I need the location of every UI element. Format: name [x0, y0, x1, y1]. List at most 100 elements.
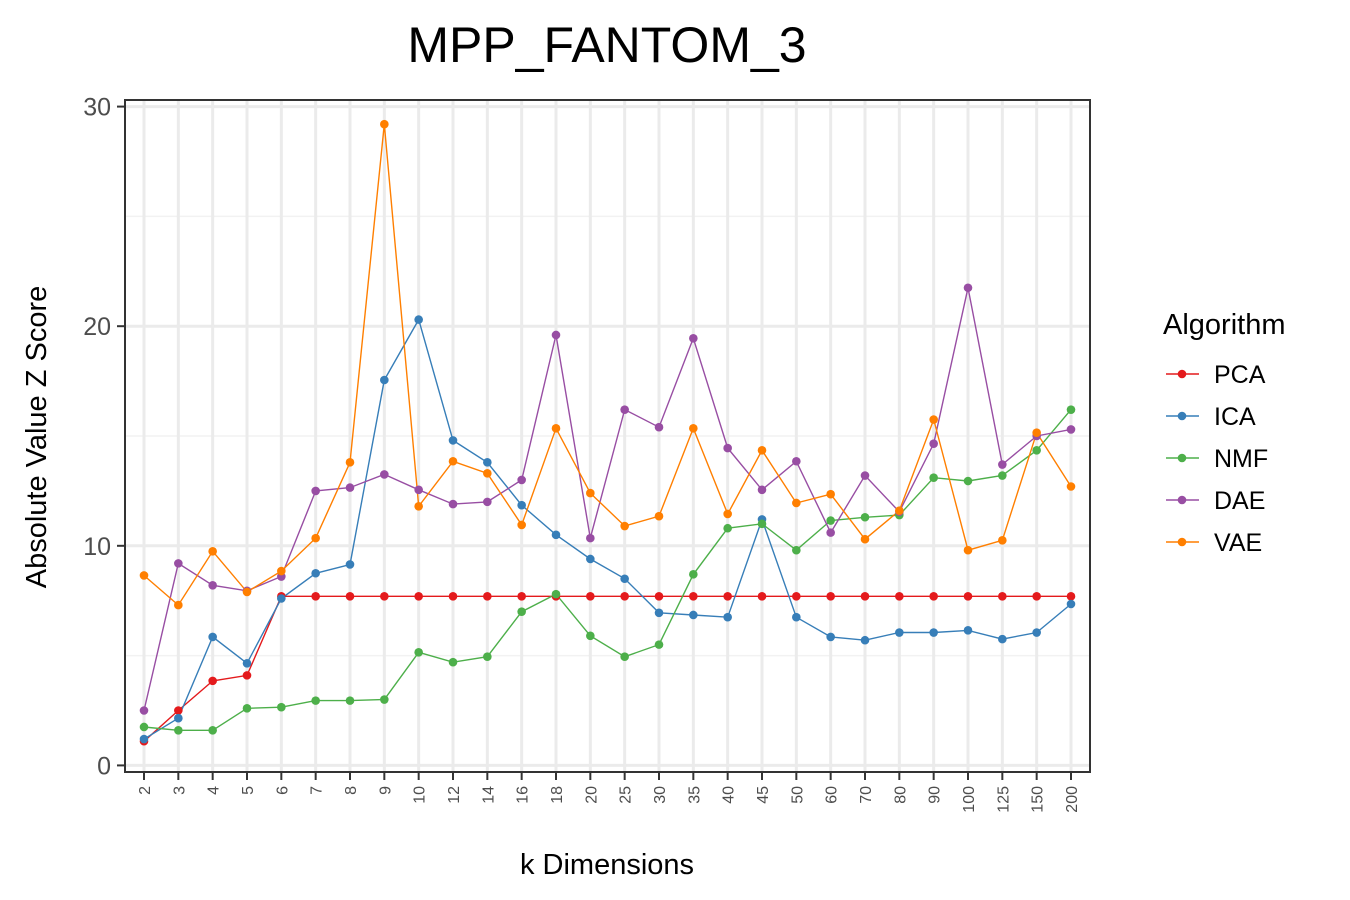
- data-point-ica: [208, 632, 217, 642]
- legend-point-nmf: [1177, 453, 1187, 463]
- data-point-nmf: [174, 725, 183, 735]
- data-point-nmf: [998, 471, 1007, 480]
- data-point-pca: [242, 671, 252, 680]
- x-tick-label: 60: [824, 786, 841, 804]
- data-point-pca: [792, 592, 801, 601]
- data-point-vae: [483, 469, 492, 478]
- data-point-ica: [586, 554, 595, 564]
- data-point-pca: [860, 592, 870, 601]
- data-point-nmf: [483, 652, 492, 662]
- data-point-ica: [826, 632, 835, 642]
- x-tick-label: 3: [171, 786, 188, 795]
- y-tick-label: 30: [83, 94, 111, 122]
- data-point-vae: [895, 506, 904, 515]
- data-point-dae: [517, 475, 526, 485]
- data-point-pca: [1066, 592, 1076, 601]
- data-point-pca: [517, 592, 526, 601]
- x-tick-label: 9: [377, 786, 394, 795]
- data-point-dae: [1066, 425, 1076, 434]
- x-tick-label: 45: [755, 786, 772, 804]
- data-point-ica: [483, 458, 492, 467]
- data-point-nmf: [448, 657, 458, 667]
- series-line-dae: [143, 287, 1072, 711]
- data-point-pca: [586, 592, 595, 601]
- data-point-pca: [208, 676, 217, 686]
- y-axis-title: Absolute Value Z Score: [21, 286, 53, 589]
- data-point-dae: [448, 499, 458, 509]
- data-point-dae: [929, 439, 938, 448]
- data-point-ica: [311, 568, 320, 578]
- x-tick-label: 12: [446, 786, 463, 804]
- y-axis: 0 10 20 30: [83, 94, 125, 780]
- legend-title: Algorithm: [1163, 309, 1286, 341]
- x-tick-label: 8: [343, 786, 360, 795]
- data-point-dae: [345, 483, 355, 492]
- data-point-vae: [277, 566, 286, 576]
- data-point-nmf: [620, 652, 629, 662]
- data-point-nmf: [586, 631, 595, 641]
- x-axis-title: k Dimensions: [520, 849, 694, 881]
- data-point-pca: [654, 592, 664, 601]
- data-point-nmf: [757, 519, 767, 529]
- data-point-vae: [1066, 482, 1076, 491]
- data-point-nmf: [242, 704, 252, 713]
- data-point-nmf: [792, 545, 801, 555]
- data-point-ica: [448, 436, 458, 445]
- data-point-dae: [380, 470, 389, 479]
- data-point-vae: [380, 119, 389, 129]
- x-tick-label: 80: [892, 786, 909, 804]
- data-point-vae: [723, 509, 732, 519]
- data-point-nmf: [1032, 445, 1041, 455]
- data-point-vae: [620, 521, 629, 531]
- legend-label-nmf: NMF: [1214, 445, 1268, 473]
- data-point-nmf: [414, 648, 423, 657]
- x-tick-label: 16: [515, 786, 532, 804]
- data-point-ica: [174, 713, 183, 723]
- y-tick-label: 10: [83, 533, 111, 561]
- x-tick-label: 2: [137, 786, 154, 795]
- data-point-pca: [345, 592, 355, 601]
- series-line-ica: [143, 317, 1072, 740]
- chart-title: MPP_FANTOM_3: [407, 17, 806, 73]
- data-point-dae: [551, 330, 561, 340]
- data-point-vae: [998, 536, 1007, 545]
- data-point-nmf: [551, 589, 561, 599]
- data-point-dae: [723, 443, 732, 453]
- data-point-nmf: [277, 702, 286, 712]
- data-point-ica: [1032, 628, 1041, 637]
- series-points: [139, 119, 1076, 746]
- x-tick-label: 70: [858, 786, 875, 804]
- series-line-nmf: [143, 409, 1072, 731]
- legend-point-ica: [1177, 411, 1187, 421]
- legend-label-ica: ICA: [1214, 403, 1256, 431]
- data-point-dae: [139, 706, 149, 715]
- data-point-ica: [242, 658, 252, 668]
- data-point-pca: [723, 592, 732, 601]
- data-point-pca: [895, 592, 904, 601]
- data-point-nmf: [826, 516, 835, 525]
- data-point-pca: [448, 592, 458, 601]
- data-point-dae: [792, 456, 801, 466]
- data-point-dae: [208, 581, 217, 590]
- legend-point-vae: [1177, 537, 1187, 547]
- legend-label-vae: VAE: [1214, 529, 1262, 557]
- data-point-ica: [517, 500, 526, 510]
- x-tick-label: 150: [1030, 786, 1047, 813]
- data-point-nmf: [345, 696, 355, 705]
- data-point-vae: [414, 501, 423, 511]
- data-point-ica: [654, 608, 664, 618]
- data-point-vae: [929, 415, 938, 424]
- data-point-dae: [998, 460, 1007, 469]
- data-point-nmf: [963, 476, 973, 486]
- data-point-ica: [551, 530, 561, 540]
- data-point-pca: [963, 592, 973, 601]
- data-point-vae: [139, 571, 149, 580]
- data-point-pca: [689, 592, 698, 601]
- data-point-ica: [860, 635, 870, 645]
- data-point-nmf: [380, 695, 389, 704]
- x-tick-label: 100: [961, 786, 978, 813]
- data-point-pca: [174, 706, 183, 715]
- data-point-pca: [380, 592, 389, 601]
- x-axis: 2 3 4 5 6 7 8 9 10 12 14 16 18 20 25 30 35 40 45 50 60 70 80 90…: [137, 772, 1081, 813]
- data-point-vae: [242, 587, 252, 597]
